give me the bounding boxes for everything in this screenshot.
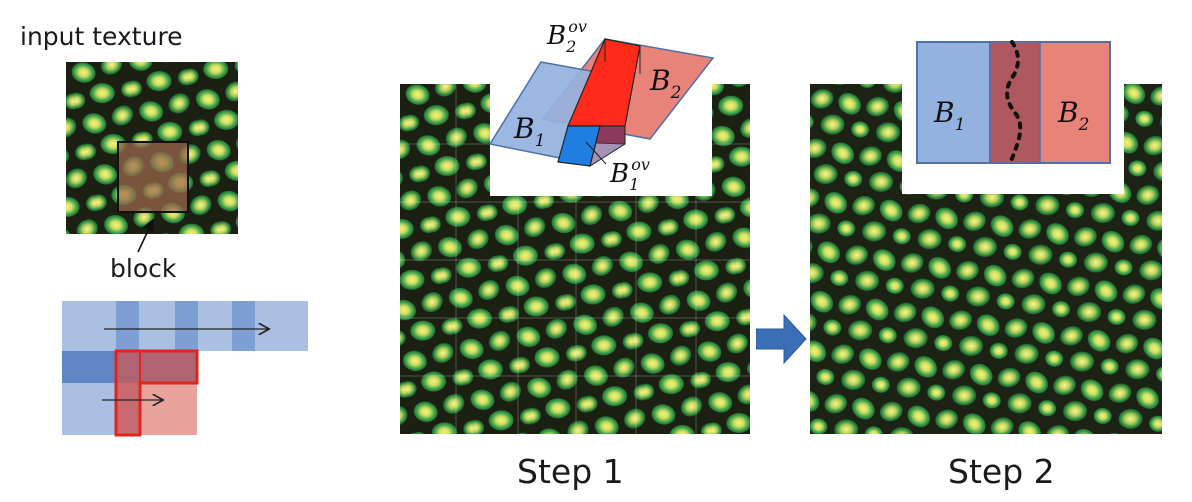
row1-overlap-3 — [232, 301, 255, 351]
raster-scan-diagram — [62, 301, 308, 437]
min-error-cut — [1005, 40, 1023, 165]
b2-label: B2 — [1057, 96, 1089, 135]
block-pointer-arrow — [137, 218, 155, 253]
overlap-region — [989, 41, 1041, 164]
step1-label: Step 1 — [517, 452, 624, 491]
block-outline — [117, 141, 189, 213]
input-texture-label: input texture — [20, 22, 183, 51]
b1ov-label: B1ov — [609, 155, 650, 194]
step2-cut-diagram: B1 B2 — [916, 40, 1111, 165]
row1-overlap-2 — [175, 301, 198, 351]
input-texture-image — [66, 62, 238, 234]
b1-label: B1 — [513, 112, 545, 151]
next-step-arrow-icon — [756, 313, 807, 365]
row2-new-block — [140, 383, 197, 435]
b2ov-label: B2ov — [546, 17, 587, 56]
block-highlight — [118, 142, 188, 212]
row1-overlap-1 — [116, 301, 139, 351]
step1-overlap-diagram: B2ov B2 B1 B1ov — [488, 17, 715, 194]
row2-vertical-overlap — [116, 383, 140, 435]
block-label: block — [110, 254, 177, 283]
b2-label: B2 — [649, 64, 681, 103]
step2-label: Step 2 — [948, 452, 1055, 491]
row2-top-overlap — [116, 351, 197, 383]
b1-label: B1 — [933, 96, 965, 135]
